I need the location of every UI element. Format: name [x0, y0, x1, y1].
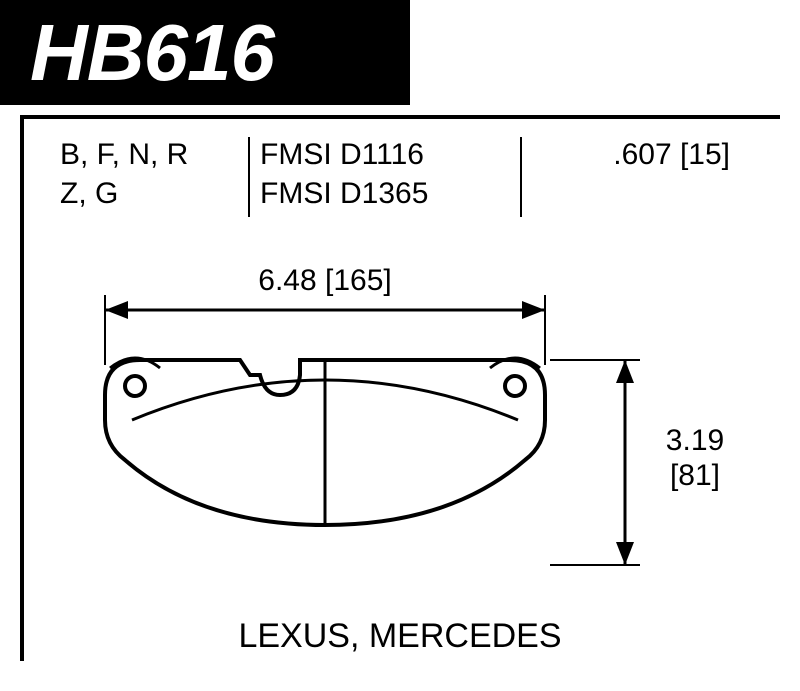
height-dimension: 3.19 [81]: [550, 360, 724, 565]
fmsi-line2: FMSI D1365: [260, 174, 510, 213]
height-label-2: [81]: [670, 459, 720, 492]
compound-codes: B, F, N, R Z, G: [60, 135, 260, 213]
header-bar: HB616: [0, 0, 410, 105]
spec-sheet: HB616 B, F, N, R Z, G FMSI D1116 FMSI D1…: [0, 0, 800, 691]
compounds-line1: B, F, N, R: [60, 135, 260, 174]
fmsi-line1: FMSI D1116: [260, 135, 510, 174]
technical-svg: 6.48 [165] 3.19 [81]: [50, 260, 750, 600]
width-dimension: 6.48 [165]: [105, 264, 545, 365]
width-label: 6.48 [165]: [258, 264, 391, 297]
vehicle-fitment: LEXUS, MERCEDES: [0, 617, 800, 656]
thickness-value: .607 [15]: [510, 135, 730, 174]
spec-divider-2: [520, 137, 522, 217]
spec-divider-1: [248, 137, 250, 217]
left-border: [20, 115, 24, 661]
compounds-line2: Z, G: [60, 174, 260, 213]
fmsi-codes: FMSI D1116 FMSI D1365: [260, 135, 510, 213]
part-number-title: HB616: [30, 7, 274, 99]
pad-drawing: 6.48 [165] 3.19 [81]: [50, 260, 750, 601]
thickness-spec: .607 [15]: [510, 135, 760, 213]
top-border: [20, 115, 780, 119]
height-label-1: 3.19: [666, 424, 724, 457]
pad-outline: [105, 358, 545, 525]
spec-row: B, F, N, R Z, G FMSI D1116 FMSI D1365 .6…: [60, 135, 760, 213]
